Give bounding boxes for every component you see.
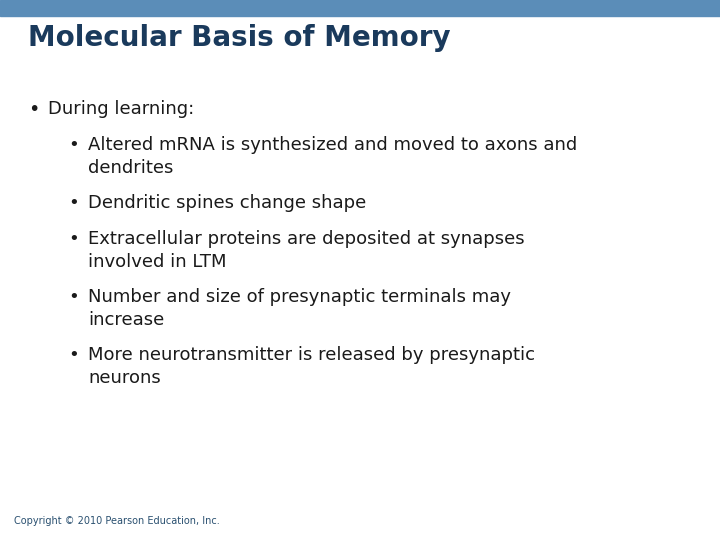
Text: •: • — [68, 136, 78, 154]
Text: More neurotransmitter is released by presynaptic
neurons: More neurotransmitter is released by pre… — [88, 346, 535, 387]
Text: •: • — [68, 230, 78, 248]
Text: Number and size of presynaptic terminals may
increase: Number and size of presynaptic terminals… — [88, 288, 511, 329]
Text: •: • — [68, 194, 78, 212]
Text: Extracellular proteins are deposited at synapses
involved in LTM: Extracellular proteins are deposited at … — [88, 230, 525, 271]
Text: Altered mRNA is synthesized and moved to axons and
dendrites: Altered mRNA is synthesized and moved to… — [88, 136, 577, 177]
Text: Dendritic spines change shape: Dendritic spines change shape — [88, 194, 366, 212]
Bar — [0, 0, 720, 16]
Text: •: • — [28, 100, 40, 119]
Text: Copyright © 2010 Pearson Education, Inc.: Copyright © 2010 Pearson Education, Inc. — [14, 516, 220, 526]
Text: During learning:: During learning: — [48, 100, 194, 118]
Text: •: • — [68, 346, 78, 364]
Text: •: • — [68, 288, 78, 306]
Text: Molecular Basis of Memory: Molecular Basis of Memory — [28, 24, 451, 52]
